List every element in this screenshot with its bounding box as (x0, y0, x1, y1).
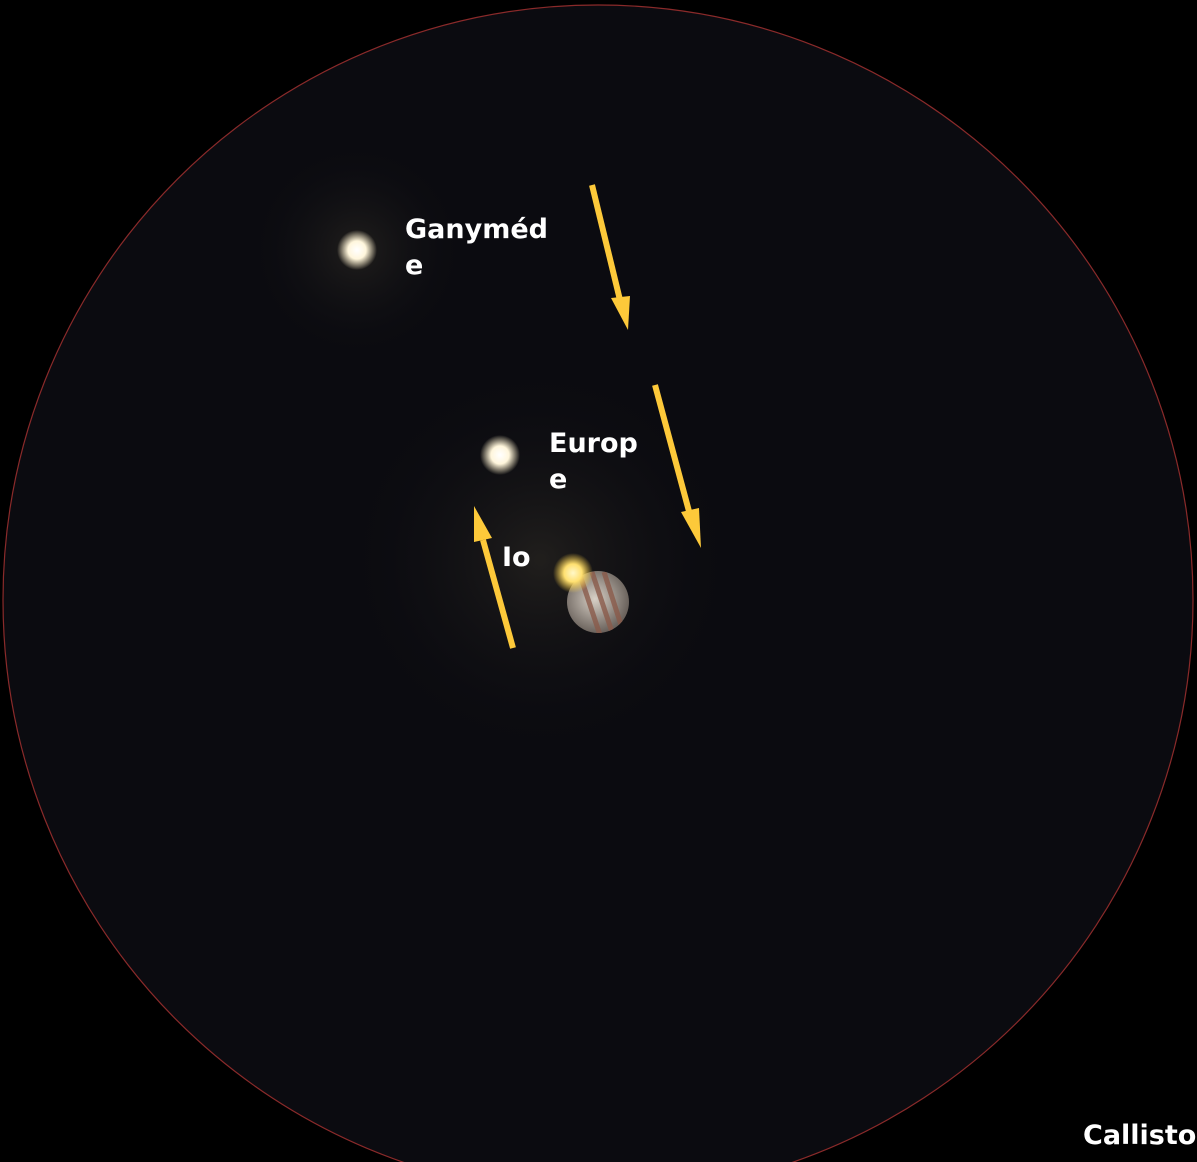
glow (340, 360, 740, 760)
sky (0, 0, 1197, 1162)
ganymede (337, 230, 377, 270)
label: Ganyméde (405, 212, 560, 284)
io (553, 553, 593, 593)
telescope-view: Ganyméde Europe Io Callisto (0, 0, 1197, 1162)
label: Callisto (1083, 1118, 1196, 1154)
label: Io (502, 540, 531, 576)
europa (480, 435, 520, 475)
label: Europe (549, 426, 646, 498)
